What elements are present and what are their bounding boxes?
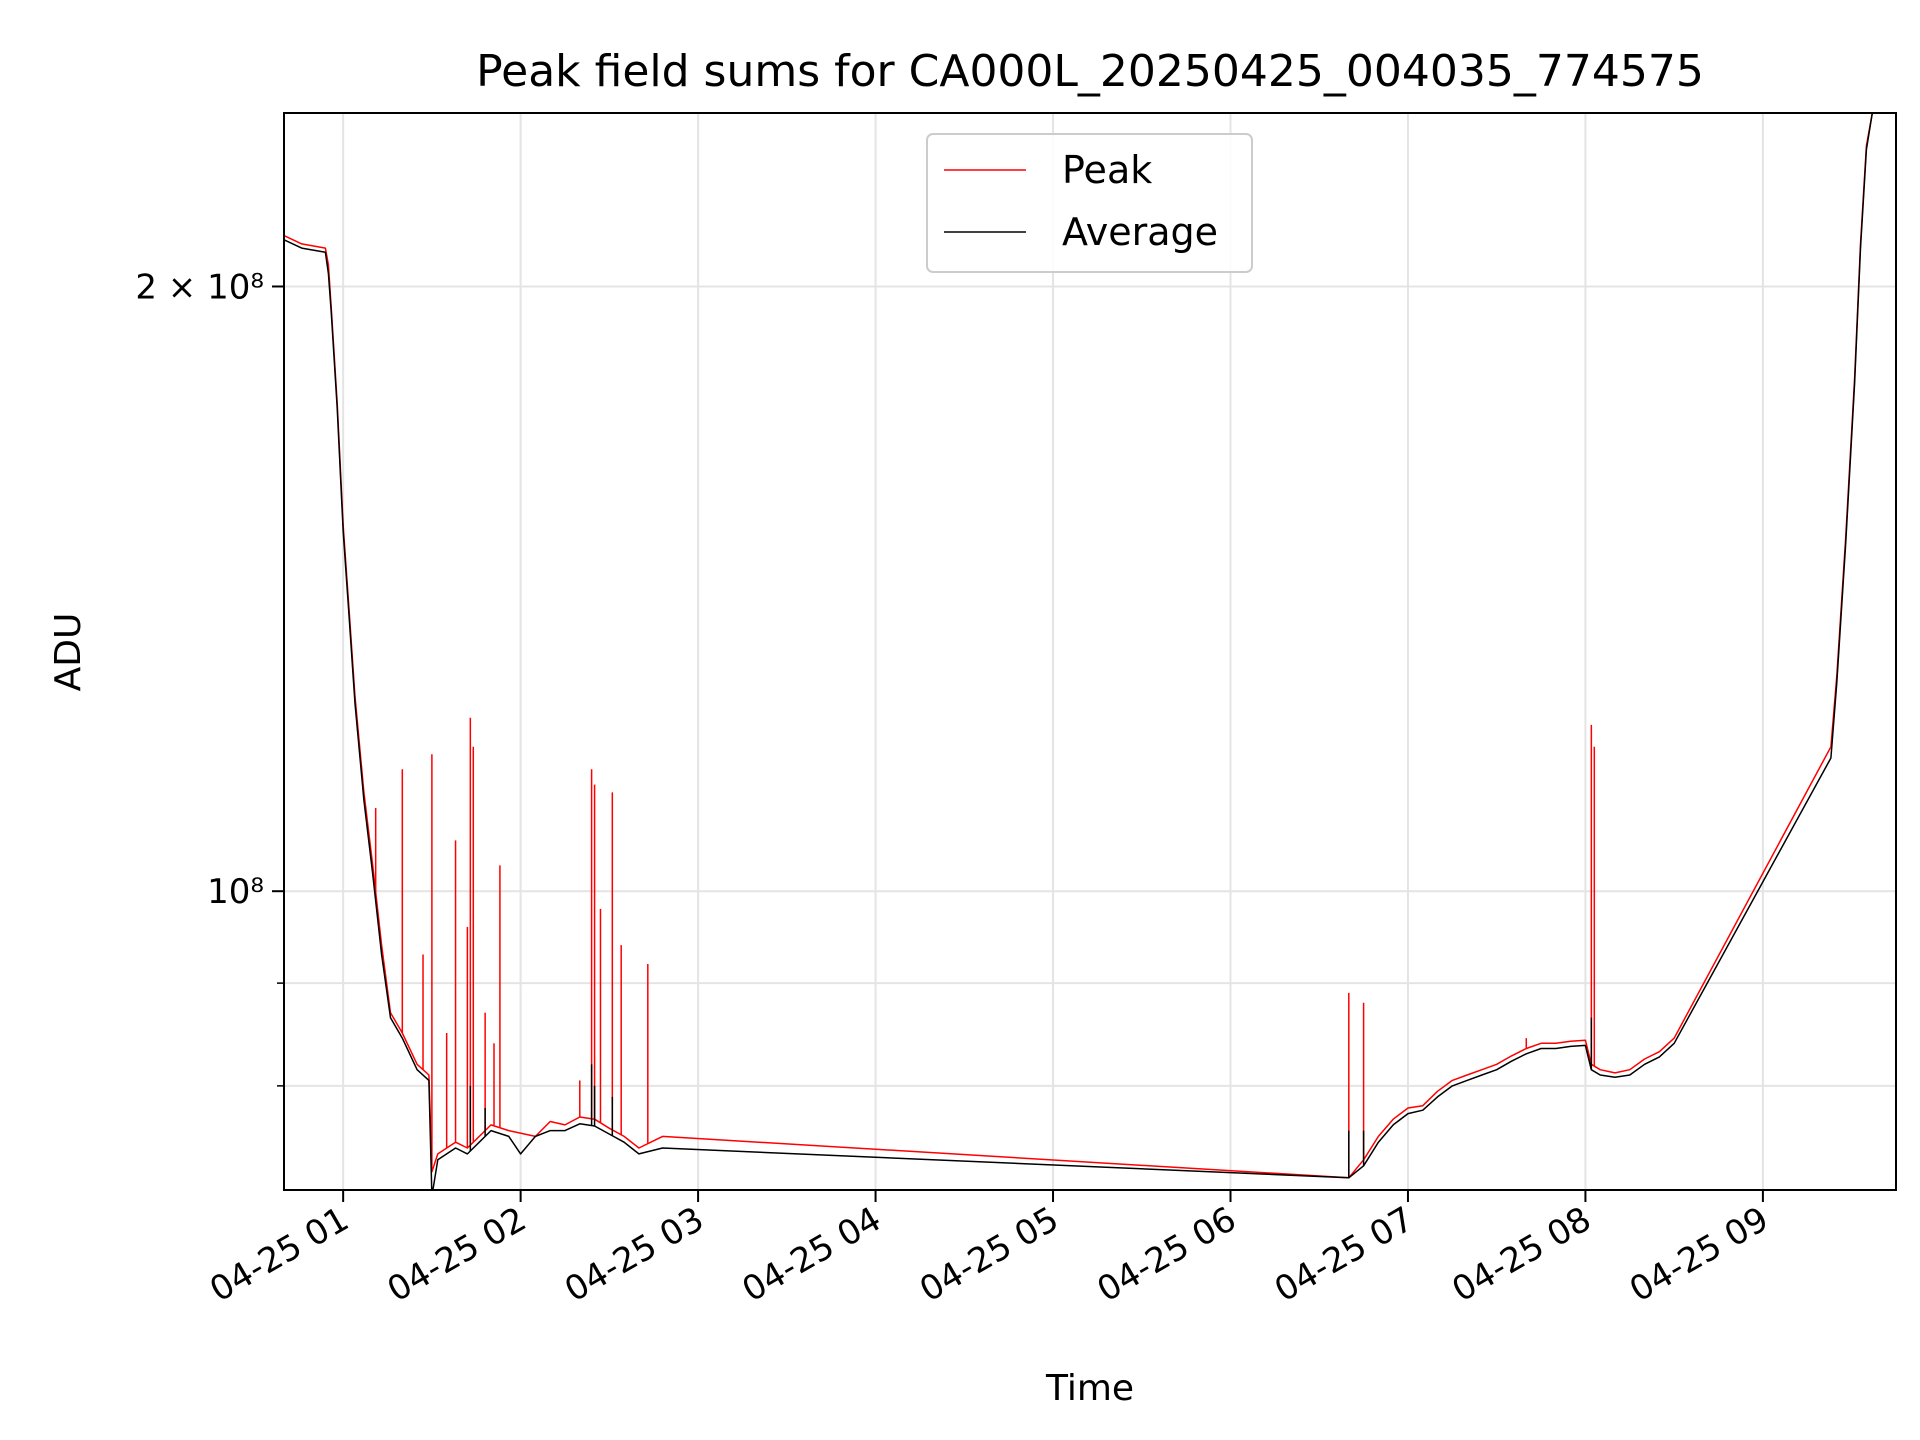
x-axis-label: Time [1045, 1368, 1134, 1409]
plot-frame [283, 112, 1897, 1191]
series-line-peak [284, 113, 1874, 1179]
grid [284, 113, 1896, 1190]
legend-label-peak: Peak [1062, 148, 1152, 192]
chart-title: Peak field sums for CA000L_20250425_0040… [476, 46, 1704, 97]
series-layer [284, 113, 1874, 1190]
legend: Peak Average [926, 133, 1253, 273]
y-tick-label: 10⁸ [207, 872, 264, 912]
series-line-average [284, 113, 1874, 1190]
legend-frame [926, 133, 1253, 273]
y-axis-label: ADU [48, 613, 89, 692]
y-tick-label: 2 × 10⁸ [135, 267, 264, 307]
legend-label-average: Average [1062, 210, 1218, 254]
series-group [284, 113, 1874, 1190]
